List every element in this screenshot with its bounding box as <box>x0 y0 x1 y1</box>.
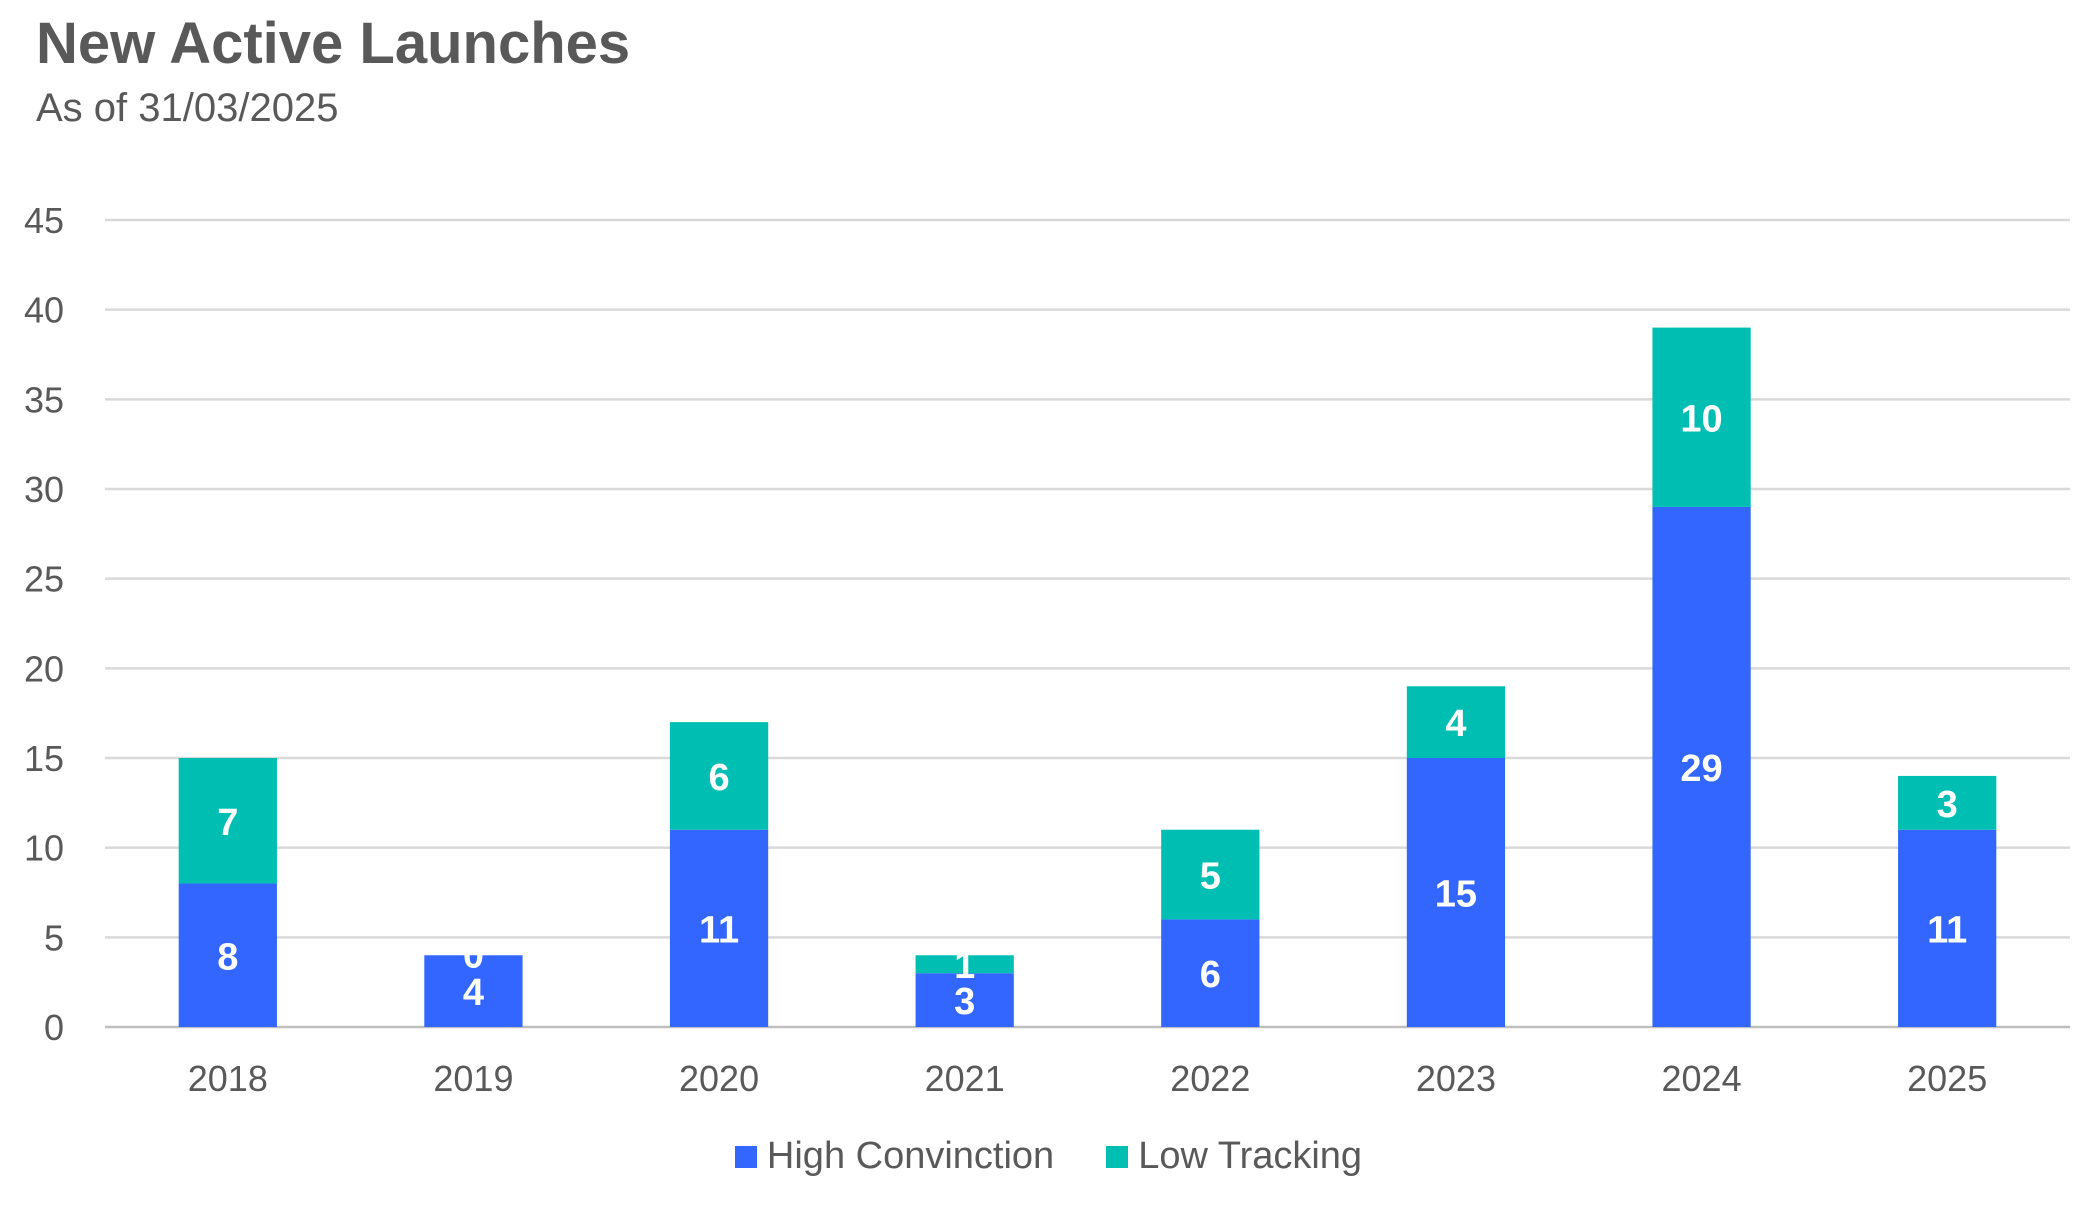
legend-item-low-tracking: Low Tracking <box>1106 1135 1362 1178</box>
y-tick-label: 0 <box>44 1007 64 1048</box>
chart-title: New Active Launches <box>36 11 631 76</box>
x-tick-label: 2025 <box>1907 1058 1987 1099</box>
y-tick-label: 20 <box>24 648 64 689</box>
x-tick-label: 2024 <box>1662 1058 1742 1099</box>
y-tick-label: 45 <box>24 200 64 241</box>
bar-segment <box>178 883 277 1027</box>
x-tick-label: 2023 <box>1416 1058 1496 1099</box>
bar-segment <box>1161 919 1260 1027</box>
data-label: 5 <box>1200 856 1221 898</box>
data-label: 1 <box>954 945 975 987</box>
legend-label-low-tracking: Low Tracking <box>1138 1135 1363 1177</box>
y-tick-label: 25 <box>24 559 64 600</box>
bar-segment <box>1161 829 1260 920</box>
bar-segment <box>1898 829 1997 1027</box>
data-label: 6 <box>1200 954 1221 996</box>
data-label: 11 <box>699 909 739 951</box>
data-label: 11 <box>1927 909 1967 951</box>
bar-segment <box>178 758 277 884</box>
chart-subtitle: As of 31/03/2025 <box>36 86 339 130</box>
data-label: 3 <box>1937 784 1958 826</box>
data-label: 6 <box>708 757 729 799</box>
legend-swatch-low-tracking <box>1106 1145 1129 1168</box>
legend: High Convinction Low Tracking <box>0 1135 2097 1178</box>
bar-segment <box>1406 758 1506 1027</box>
bar-segment <box>1406 686 1506 758</box>
data-label: 4 <box>463 972 484 1014</box>
bar-segment <box>1898 775 1997 830</box>
bar-segment <box>1652 506 1751 1027</box>
bar-segment <box>915 973 1014 1027</box>
x-tick-label: 2018 <box>188 1058 268 1099</box>
y-tick-label: 40 <box>24 290 64 331</box>
bar-segment <box>424 955 523 1027</box>
bar-segment <box>915 955 1014 974</box>
x-tick-label: 2022 <box>1170 1058 1250 1099</box>
data-label: 4 <box>1445 703 1466 745</box>
data-label: 8 <box>217 936 238 978</box>
y-tick-label: 10 <box>24 828 64 869</box>
legend-item-high-convinction: High Convinction <box>734 1135 1055 1178</box>
data-label: 0 <box>463 934 484 976</box>
legend-swatch-high-convinction <box>734 1145 757 1168</box>
y-tick-label: 5 <box>44 917 64 958</box>
data-label: 7 <box>217 802 238 844</box>
x-tick-label: 2019 <box>433 1058 513 1099</box>
bar-segment <box>669 722 769 830</box>
data-label: 29 <box>1680 748 1722 790</box>
y-tick-label: 35 <box>24 379 64 420</box>
y-tick-label: 15 <box>24 738 64 779</box>
x-tick-label: 2021 <box>925 1058 1005 1099</box>
data-label: 3 <box>954 981 975 1023</box>
data-label: 10 <box>1680 398 1722 440</box>
legend-label-high-convinction: High Convinction <box>766 1135 1055 1177</box>
data-label: 15 <box>1435 874 1477 916</box>
bar-segment <box>669 829 769 1027</box>
y-tick-label: 30 <box>24 469 64 510</box>
bar-segment <box>1652 327 1751 507</box>
x-tick-label: 2020 <box>679 1058 759 1099</box>
